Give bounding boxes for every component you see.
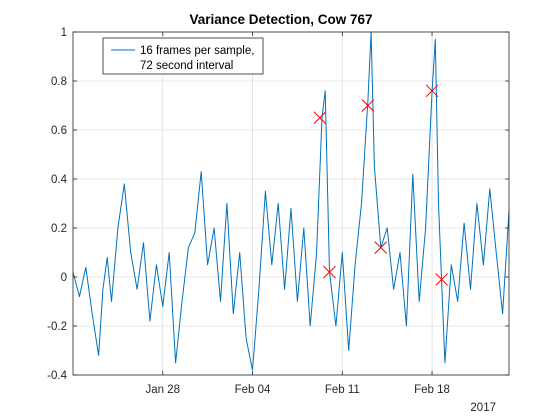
y-tick-label: 0.4 (51, 174, 68, 186)
x-axis-year-label: 2017 (470, 402, 496, 414)
y-tick-label: 0.8 (51, 76, 67, 88)
y-tick-label: -0.2 (47, 321, 67, 333)
detection-marker (435, 273, 449, 286)
detection-marker (313, 111, 327, 125)
series-layer (72, 31, 510, 371)
legend-label-line-1: 16 frames per sample, (140, 45, 254, 57)
legend-label-line-2: 72 second interval (140, 60, 233, 72)
y-tick-label: 0.6 (51, 125, 67, 137)
x-tick-label: Feb 11 (325, 384, 360, 396)
detection-marker (323, 265, 336, 279)
legend: 16 frames per sample, 72 second interval (102, 37, 264, 75)
y-tick-label: 0.2 (51, 223, 67, 235)
x-tick-label: Jan 28 (145, 384, 180, 396)
plot-frame (72, 31, 510, 376)
detection-marker (361, 99, 375, 112)
chart-title: Variance Detection, Cow 767 (189, 12, 372, 27)
x-tick-label: Feb 04 (235, 384, 271, 396)
detection-marker (374, 241, 388, 254)
detection-marker (425, 84, 439, 98)
y-tick-label: 1 (61, 27, 67, 39)
y-tick-label: 0 (61, 272, 67, 284)
series-line (72, 31, 510, 371)
x-tick-label: Feb 18 (414, 384, 450, 396)
y-tick-label: -0.4 (47, 370, 67, 382)
legend-box (102, 37, 264, 75)
marker-layer (313, 84, 449, 286)
tick-layer: -0.4 -0.2 0 0.2 0.4 0.6 0.8 1 Jan 28 Feb 04 Feb 11… (47, 27, 509, 396)
